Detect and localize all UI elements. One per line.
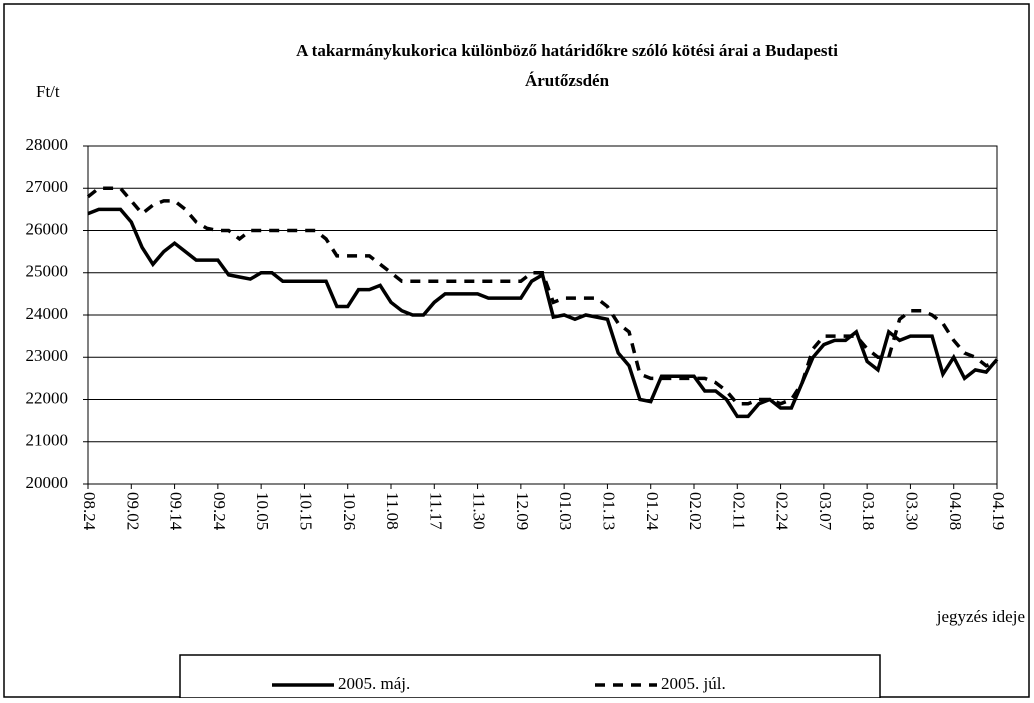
legend-label: 2005. júl. <box>661 674 726 693</box>
x-tick-label: 09.02 <box>123 492 142 530</box>
y-tick-label: 23000 <box>26 346 69 365</box>
x-tick-label: 04.08 <box>946 492 965 530</box>
x-tick-label: 10.26 <box>340 492 359 530</box>
y-tick-label: 26000 <box>26 219 69 238</box>
x-tick-label: 10.05 <box>253 492 272 530</box>
x-tick-label: 02.02 <box>686 492 705 530</box>
x-tick-label: 03.07 <box>816 492 835 531</box>
x-tick-label: 10.15 <box>297 492 316 530</box>
x-tick-label: 09.24 <box>210 492 229 531</box>
y-tick-label: 22000 <box>26 388 69 407</box>
x-tick-label: 03.18 <box>859 492 878 530</box>
x-tick-label: 09.14 <box>167 492 186 531</box>
line-series <box>86 186 998 406</box>
x-tick-label: 11.17 <box>426 492 445 530</box>
y-tick-label: 25000 <box>26 262 69 281</box>
y-axis-label: Ft/t <box>36 82 60 101</box>
x-axis-label: jegyzés ideje <box>936 607 1025 626</box>
x-tick-label: 03.30 <box>903 492 922 530</box>
x-tick-label: 11.08 <box>383 492 402 530</box>
x-tick-label: 04.19 <box>989 492 1008 530</box>
x-tick-label: 08.24 <box>80 492 99 531</box>
x-tick-label: 12.09 <box>513 492 532 530</box>
legend <box>179 654 881 699</box>
y-tick-label: 20000 <box>26 473 69 492</box>
x-tick-label: 02.11 <box>729 492 748 530</box>
line-series <box>87 207 999 419</box>
x-tick-label: 01.03 <box>556 492 575 530</box>
y-tick-label: 27000 <box>26 177 69 196</box>
y-tick-label: 21000 <box>26 431 69 450</box>
x-tick-label: 01.24 <box>643 492 662 531</box>
chart-title: A takarmánykukorica különböző határidőkr… <box>296 41 838 60</box>
x-tick-label: 02.24 <box>773 492 792 531</box>
x-tick-label: 11.30 <box>470 492 489 530</box>
chart-title: Árutőzsdén <box>525 71 610 90</box>
x-tick-label: 01.13 <box>600 492 619 530</box>
legend-label: 2005. máj. <box>338 674 410 693</box>
y-tick-label: 28000 <box>26 135 69 154</box>
y-tick-label: 24000 <box>26 304 69 323</box>
